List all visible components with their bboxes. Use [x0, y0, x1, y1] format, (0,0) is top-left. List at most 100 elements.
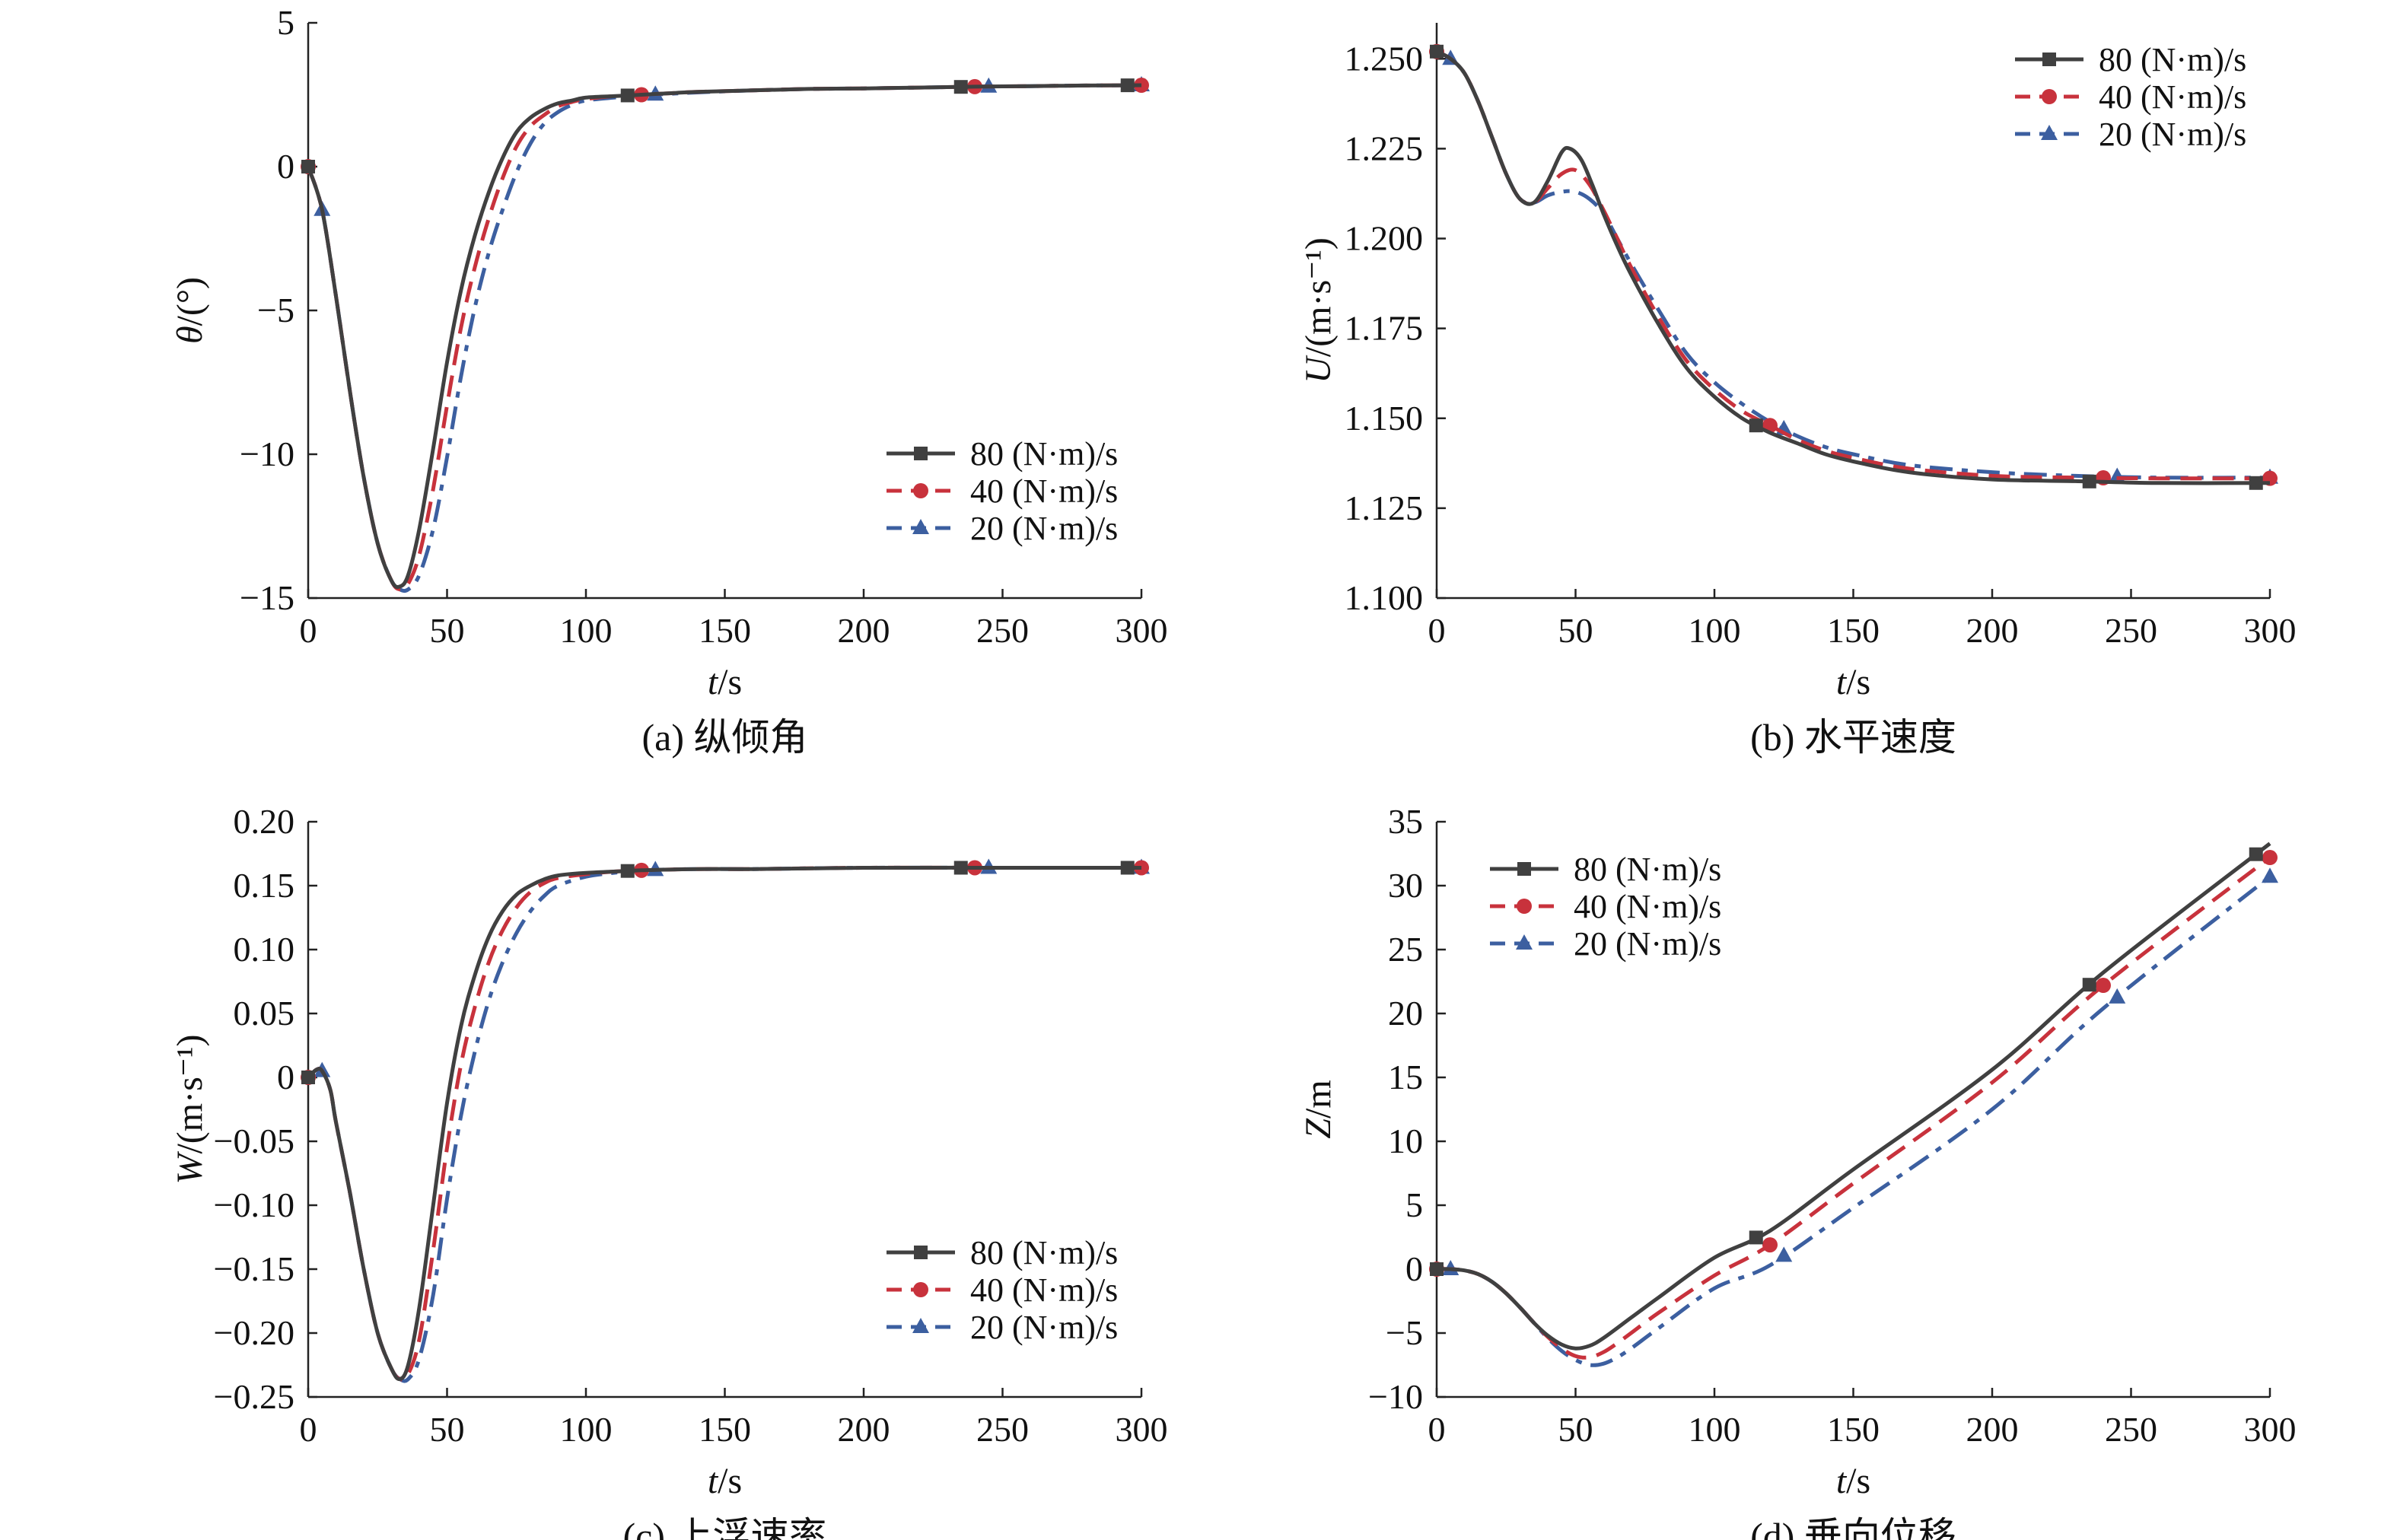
chart-panel-a: 0 50 100 150 200 250 300 −15 −10 −5 0 5 t/s θ/(°) (a) …: [170, 3, 1168, 759]
y-tick-label: 5: [277, 3, 294, 42]
x-tick-label: 0: [1428, 1410, 1446, 1449]
y-tick-label: 1.250: [1345, 39, 1424, 78]
series-marker: [1120, 78, 1135, 93]
series-marker: [1120, 861, 1135, 875]
x-tick-label: 300: [1116, 611, 1168, 650]
legend-label: 40 (N·m)/s: [2099, 78, 2246, 116]
x-tick-label: 100: [560, 611, 613, 650]
series-marker: [953, 861, 968, 875]
x-tick-label: 200: [1966, 1410, 2019, 1449]
legend-label: 20 (N·m)/s: [2099, 116, 2246, 153]
y-tick-label: −0.25: [214, 1377, 294, 1416]
y-tick-label: 1.150: [1345, 399, 1424, 438]
x-tick-label: 50: [430, 1410, 465, 1449]
legend: 80 (N·m)/s40 (N·m)/s20 (N·m)/s: [1490, 851, 1721, 963]
legend-label: 80 (N·m)/s: [1574, 851, 1721, 888]
panel-caption: (d) 垂向位移: [1750, 1515, 1956, 1540]
series-marker: [2109, 988, 2126, 1004]
legend: 80 (N·m)/s40 (N·m)/s20 (N·m)/s: [887, 1234, 1118, 1346]
y-tick-label: 1.175: [1345, 309, 1424, 348]
legend-label: 20 (N·m)/s: [970, 510, 1118, 547]
legend-marker: [912, 1318, 929, 1333]
panel-caption: (c) 上浮速率: [623, 1515, 827, 1540]
x-tick-label: 100: [560, 1410, 613, 1449]
x-tick-label: 200: [838, 1410, 890, 1449]
series-marker: [2082, 978, 2096, 992]
legend-label: 20 (N·m)/s: [970, 1309, 1118, 1346]
series-marker: [1749, 418, 1763, 433]
legend-marker: [914, 1246, 928, 1259]
y-tick-label: −15: [240, 578, 294, 617]
legend-label: 80 (N·m)/s: [2099, 41, 2246, 78]
legend-marker: [2042, 89, 2057, 104]
x-tick-label: 250: [2105, 611, 2157, 650]
y-tick-label: 1.100: [1345, 578, 1424, 617]
x-axis-label: t/s: [1836, 1461, 1870, 1501]
y-tick-label: 10: [1388, 1122, 1423, 1160]
y-tick-label: −0.20: [214, 1313, 294, 1352]
y-tick-label: −0.10: [214, 1185, 294, 1224]
x-tick-label: 0: [300, 611, 317, 650]
x-tick-label: 150: [1827, 611, 1880, 650]
series-line: [1436, 842, 2271, 1351]
x-tick-label: 0: [1428, 611, 1446, 650]
legend: 80 (N·m)/s40 (N·m)/s20 (N·m)/s: [887, 435, 1118, 547]
x-tick-label: 250: [976, 1410, 1029, 1449]
y-axis-label: Z/m: [1298, 1080, 1339, 1138]
y-tick-label: −5: [257, 291, 294, 329]
series-line: [1436, 856, 2271, 1360]
y-tick-label: 30: [1388, 866, 1423, 905]
series-marker: [620, 864, 635, 878]
legend-label: 40 (N·m)/s: [1574, 888, 1721, 925]
x-tick-label: 300: [2244, 611, 2297, 650]
y-axis-label: U/(m·s⁻¹): [1298, 237, 1339, 383]
series-marker: [620, 88, 635, 103]
y-tick-label: 5: [1405, 1185, 1423, 1224]
panel-caption: (b) 水平速度: [1750, 716, 1956, 759]
legend-label: 40 (N·m)/s: [970, 473, 1118, 510]
x-tick-label: 100: [1689, 611, 1741, 650]
legend-label: 20 (N·m)/s: [1574, 925, 1721, 963]
y-tick-label: 20: [1388, 994, 1423, 1032]
series-line: [307, 865, 1141, 1382]
chart-panel-c: 0 50 100 150 200 250 300 −0.25 −0.20 −0.15 −0.10 −0…: [170, 802, 1168, 1540]
legend-marker: [2042, 52, 2056, 66]
x-tick-label: 150: [699, 1410, 751, 1449]
y-tick-label: 25: [1388, 930, 1423, 969]
y-tick-label: −5: [1386, 1313, 1423, 1352]
x-axis-label: t/s: [708, 662, 742, 702]
x-axis-label: t/s: [1836, 662, 1870, 702]
x-tick-label: 250: [976, 611, 1029, 650]
y-tick-label: −0.15: [214, 1249, 294, 1288]
x-tick-label: 0: [300, 1410, 317, 1449]
series-marker: [2262, 867, 2278, 883]
legend-marker: [912, 519, 929, 534]
y-tick-label: 1.125: [1345, 488, 1424, 527]
legend-marker: [914, 447, 928, 460]
series-marker: [1430, 1262, 1444, 1276]
legend-marker: [1516, 934, 1533, 950]
y-tick-label: 0.15: [234, 866, 295, 905]
series-marker: [1749, 1230, 1763, 1245]
series-line: [1436, 875, 2271, 1367]
x-axis-label: t/s: [708, 1461, 742, 1501]
legend-marker: [1517, 862, 1531, 876]
x-tick-label: 150: [699, 611, 751, 650]
series-marker: [2249, 847, 2263, 861]
legend-label: 80 (N·m)/s: [970, 1234, 1118, 1271]
legend-marker: [2041, 125, 2058, 140]
x-tick-label: 50: [1558, 1410, 1593, 1449]
legend-label: 40 (N·m)/s: [970, 1271, 1118, 1309]
legend-marker: [913, 1282, 928, 1297]
y-tick-label: 0: [1405, 1249, 1423, 1288]
panel-caption: (a) 纵倾角: [642, 716, 808, 759]
x-tick-label: 50: [430, 611, 465, 650]
x-tick-label: 50: [1558, 611, 1593, 650]
series-line: [1435, 49, 2271, 485]
chart-panel-d: 0 50 100 150 200 250 300 −10 −5 0 5 10 15 20 25 30 35 t/s…: [1298, 802, 2297, 1540]
x-tick-label: 100: [1689, 1410, 1741, 1449]
series-marker: [2082, 474, 2096, 488]
y-tick-label: 0: [277, 1058, 294, 1096]
series-marker: [2262, 850, 2278, 866]
